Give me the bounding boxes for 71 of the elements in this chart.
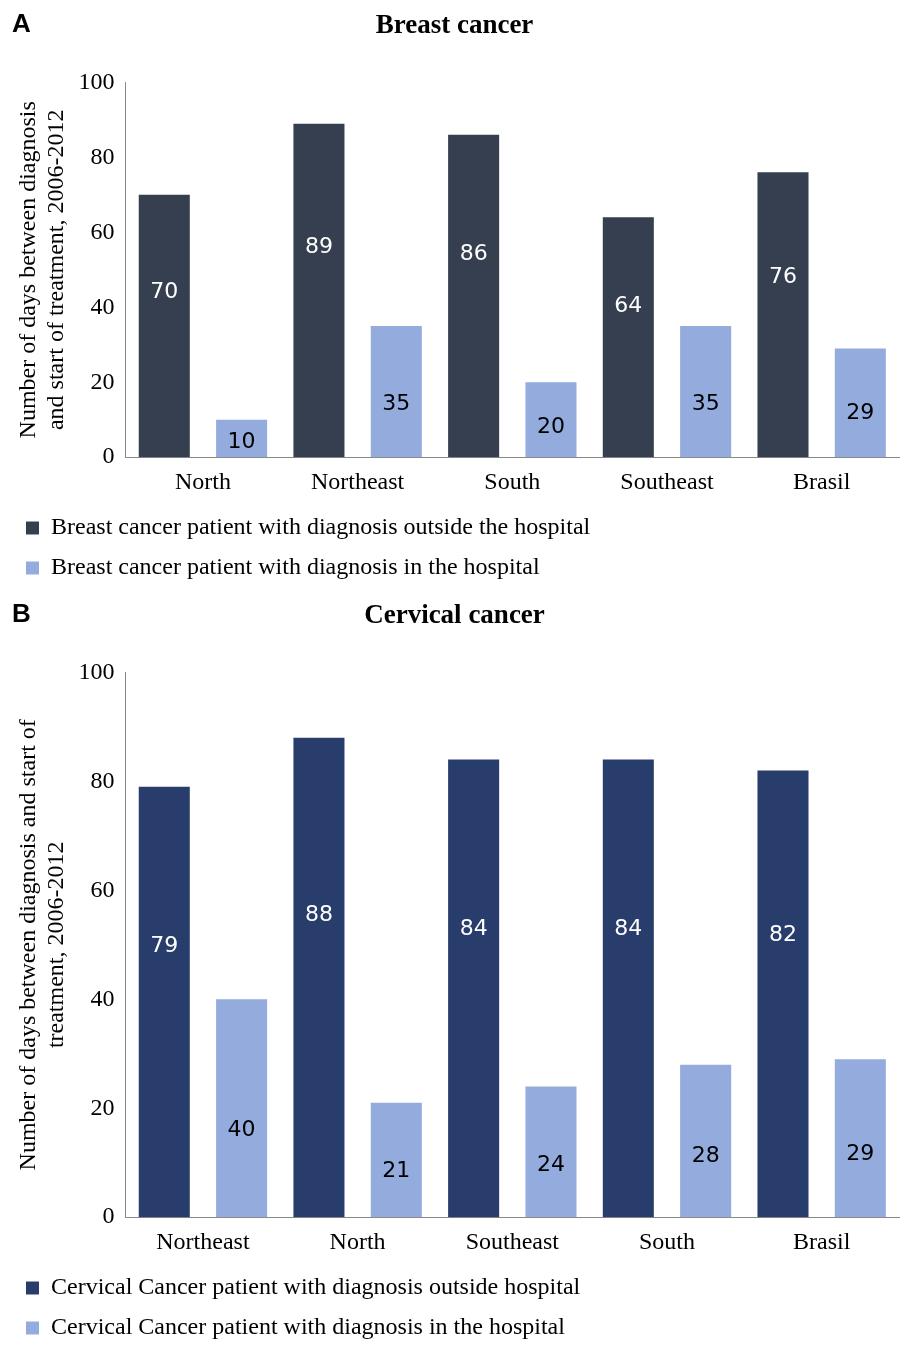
- data-label: 21: [382, 1157, 411, 1183]
- data-label: 29: [846, 1139, 875, 1165]
- data-label: 64: [614, 291, 643, 317]
- data-label: 35: [691, 390, 720, 416]
- data-label: 24: [536, 1150, 565, 1176]
- data-label: 40: [227, 1115, 256, 1141]
- y-tick-label: 0: [102, 442, 115, 469]
- chart-title: Cervical cancer: [364, 599, 545, 630]
- data-label: 28: [691, 1141, 720, 1167]
- bar: [138, 194, 190, 458]
- bar: [370, 1102, 422, 1218]
- bar: [834, 348, 886, 458]
- data-label: 10: [227, 427, 256, 453]
- data-label: 84: [459, 914, 488, 940]
- data-label: 70: [150, 277, 179, 303]
- bar: [602, 217, 654, 458]
- x-tick-label: Southeast: [620, 467, 714, 494]
- bar: [757, 770, 809, 1218]
- y-tick-label: 20: [90, 1093, 115, 1120]
- bar: [680, 1064, 732, 1218]
- y-tick-label: 100: [78, 67, 115, 94]
- y-tick-label: 40: [90, 292, 115, 319]
- x-tick-label: North: [329, 1227, 386, 1254]
- data-label: 29: [846, 399, 875, 425]
- x-tick-label: Northeast: [156, 1227, 250, 1254]
- bar: [216, 999, 268, 1218]
- legend-label: Breast cancer patient with diagnosis outside the hospital: [51, 513, 591, 540]
- y-tick-label: 0: [102, 1202, 115, 1229]
- x-tick-label: North: [174, 467, 231, 494]
- x-tick-label: Brasil: [793, 467, 851, 494]
- chart-title: Breast cancer: [375, 9, 534, 40]
- data-label: 76: [768, 263, 797, 289]
- bar: [448, 759, 500, 1218]
- y-tick-label: 60: [90, 875, 115, 902]
- x-tick-label: South: [484, 467, 541, 494]
- data-label: 84: [614, 914, 643, 940]
- y-tick-label: 20: [90, 367, 115, 394]
- y-tick-label: 80: [90, 142, 115, 169]
- bar: [293, 123, 345, 458]
- text: B: [12, 598, 31, 629]
- bar: [525, 382, 577, 458]
- x-tick-label: Northeast: [310, 467, 405, 494]
- bar: [293, 737, 345, 1218]
- bar: [370, 326, 422, 458]
- legend-label: Cervical Cancer patient with diagnosis outside hospital: [51, 1273, 581, 1300]
- data-label: 89: [304, 232, 333, 258]
- y-tick-label: 60: [90, 217, 115, 244]
- y-axis-title: Number of days between diagnosis and start of treatment, 2006-2012: [13, 719, 69, 1171]
- bar: [138, 786, 190, 1218]
- x-tick-label: South: [638, 1227, 695, 1254]
- y-axis-title: Number of days between diagnosis and start of treatment, 2006-2012: [13, 101, 69, 439]
- bar: [602, 759, 654, 1218]
- data-label: 35: [382, 390, 411, 416]
- bar: [834, 1059, 886, 1218]
- text: A: [12, 8, 31, 39]
- x-tick-label: Southeast: [465, 1227, 560, 1254]
- y-tick-label: 80: [90, 766, 115, 793]
- bar: [448, 134, 500, 458]
- x-tick-label: Brasil: [793, 1227, 851, 1254]
- y-tick-label: 100: [78, 657, 115, 684]
- bar: [680, 326, 732, 458]
- y-tick-label: 40: [90, 984, 115, 1011]
- data-label: 20: [536, 412, 565, 438]
- legend-label: Cervical Cancer patient with diagnosis in the hospital: [51, 1313, 566, 1340]
- bar: [757, 172, 809, 458]
- data-label: 79: [150, 931, 179, 957]
- data-label: 86: [459, 239, 488, 265]
- data-label: 88: [304, 900, 333, 926]
- bar: [525, 1086, 577, 1218]
- legend-label: Breast cancer patient with diagnosis in the hospital: [51, 553, 540, 580]
- data-label: 82: [768, 921, 797, 947]
